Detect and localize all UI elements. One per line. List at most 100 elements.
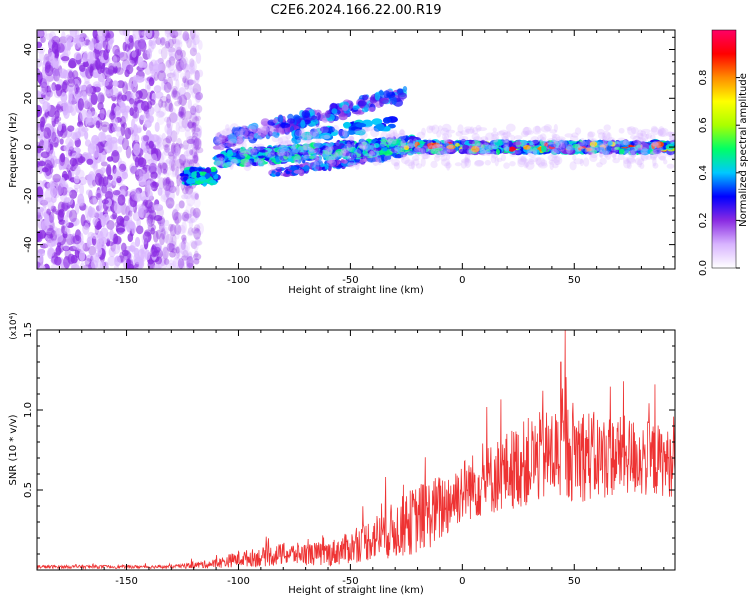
heatmap-cell (59, 176, 66, 188)
heatmap-cell (256, 143, 265, 151)
heatmap-cell (112, 117, 119, 128)
heatmap-cell (636, 143, 643, 150)
heatmap-cell (267, 159, 273, 167)
heatmap-cell (112, 190, 121, 196)
heatmap-cell (477, 127, 488, 132)
heatmap-cell (347, 161, 356, 168)
heatmap-cell (146, 84, 151, 90)
heatmap-cell (54, 256, 62, 266)
heatmap-cell (354, 148, 362, 159)
heatmap-cell (154, 91, 164, 99)
heatmap-cell (99, 108, 105, 120)
heatmap-cell (178, 86, 187, 100)
heatmap-cell (40, 83, 48, 96)
heatmap-cell (181, 255, 189, 261)
heatmap-cell (67, 100, 73, 113)
heatmap-cell (193, 137, 202, 146)
heatmap-cell (43, 140, 49, 150)
heatmap-cell (125, 221, 132, 232)
heatmap-cell (180, 214, 187, 222)
heatmap-cell (104, 91, 113, 97)
heatmap-cell (169, 235, 174, 248)
heatmap-cell (62, 101, 69, 113)
y-tick-label: 0.5 (23, 482, 34, 498)
heatmap-cell (95, 120, 101, 129)
heatmap-cell (45, 60, 52, 70)
heatmap-cell (663, 159, 668, 165)
heatmap-cell (338, 129, 345, 136)
heatmap-cell (623, 159, 631, 169)
heatmap-cell (175, 46, 182, 56)
heatmap-cell (178, 106, 186, 116)
heatmap-cell (72, 235, 82, 245)
heatmap-cell (144, 65, 152, 76)
heatmap-cell (324, 163, 329, 170)
heatmap-cell (90, 259, 99, 269)
heatmap-cell (215, 160, 224, 170)
heatmap-cell (137, 248, 146, 260)
heatmap-cell (271, 134, 280, 143)
heatmap-cell (154, 103, 161, 114)
heatmap-cell (195, 94, 202, 103)
heatmap-cell (97, 230, 102, 243)
heatmap-cell (250, 122, 259, 130)
heatmap-cell (119, 185, 129, 192)
heatmap-cell (120, 123, 126, 136)
colorbar-tick-label: 0.4 (698, 165, 709, 181)
heatmap-cell (154, 204, 164, 212)
heatmap-cell (189, 239, 198, 248)
heatmap-cell (166, 190, 175, 201)
heatmap-cell (187, 227, 194, 236)
heatmap-cell (551, 148, 557, 154)
heatmap-cell (116, 146, 123, 153)
heatmap-cell (157, 70, 167, 82)
heatmap-cell (397, 92, 408, 100)
heatmap-cell (172, 115, 180, 121)
heatmap-cell (209, 179, 217, 184)
heatmap-cell (257, 129, 262, 136)
heatmap-cell (79, 262, 85, 269)
heatmap-cell (65, 162, 72, 169)
heatmap-cell (366, 157, 377, 163)
heatmap-cell (50, 194, 57, 204)
heatmap-cell (213, 136, 220, 145)
heatmap-cell (183, 150, 189, 161)
heatmap-cell (193, 143, 200, 157)
heatmap-cell (188, 66, 196, 74)
heatmap-cell (394, 154, 404, 158)
heatmap-cell (193, 151, 198, 164)
heatmap-cell (490, 155, 497, 164)
heatmap-cell (100, 167, 106, 174)
heatmap-cell (388, 129, 396, 139)
heatmap-cell (142, 199, 149, 206)
heatmap-cell (503, 162, 510, 169)
heatmap-cell (167, 180, 175, 188)
heatmap-cell (182, 77, 187, 84)
heatmap-cell (164, 40, 171, 49)
heatmap-cell (196, 222, 205, 235)
heatmap-cell (577, 140, 587, 150)
heatmap-cell (610, 147, 617, 152)
heatmap-cell (133, 100, 138, 113)
heatmap-cell (189, 58, 195, 68)
heatmap-cell (139, 169, 146, 180)
heatmap-cell (171, 144, 176, 153)
heatmap-cell (630, 127, 639, 135)
heatmap-cell (182, 187, 189, 195)
heatmap-cell (125, 145, 132, 159)
heatmap-cell (112, 211, 118, 220)
heatmap-cell (164, 123, 173, 135)
heatmap-cell (129, 107, 134, 117)
heatmap-cell (156, 115, 165, 125)
heatmap-cell (55, 245, 62, 256)
heatmap-cell (132, 30, 141, 40)
heatmap-cell (77, 156, 86, 164)
heatmap-cell (117, 194, 126, 206)
heatmap-cell (90, 110, 98, 120)
heatmap-cell (67, 78, 76, 88)
heatmap-cell (86, 239, 92, 248)
heatmap-cell (92, 144, 100, 158)
heatmap-cell (165, 59, 172, 68)
heatmap-cell (116, 80, 125, 89)
heatmap-cell (162, 231, 170, 244)
